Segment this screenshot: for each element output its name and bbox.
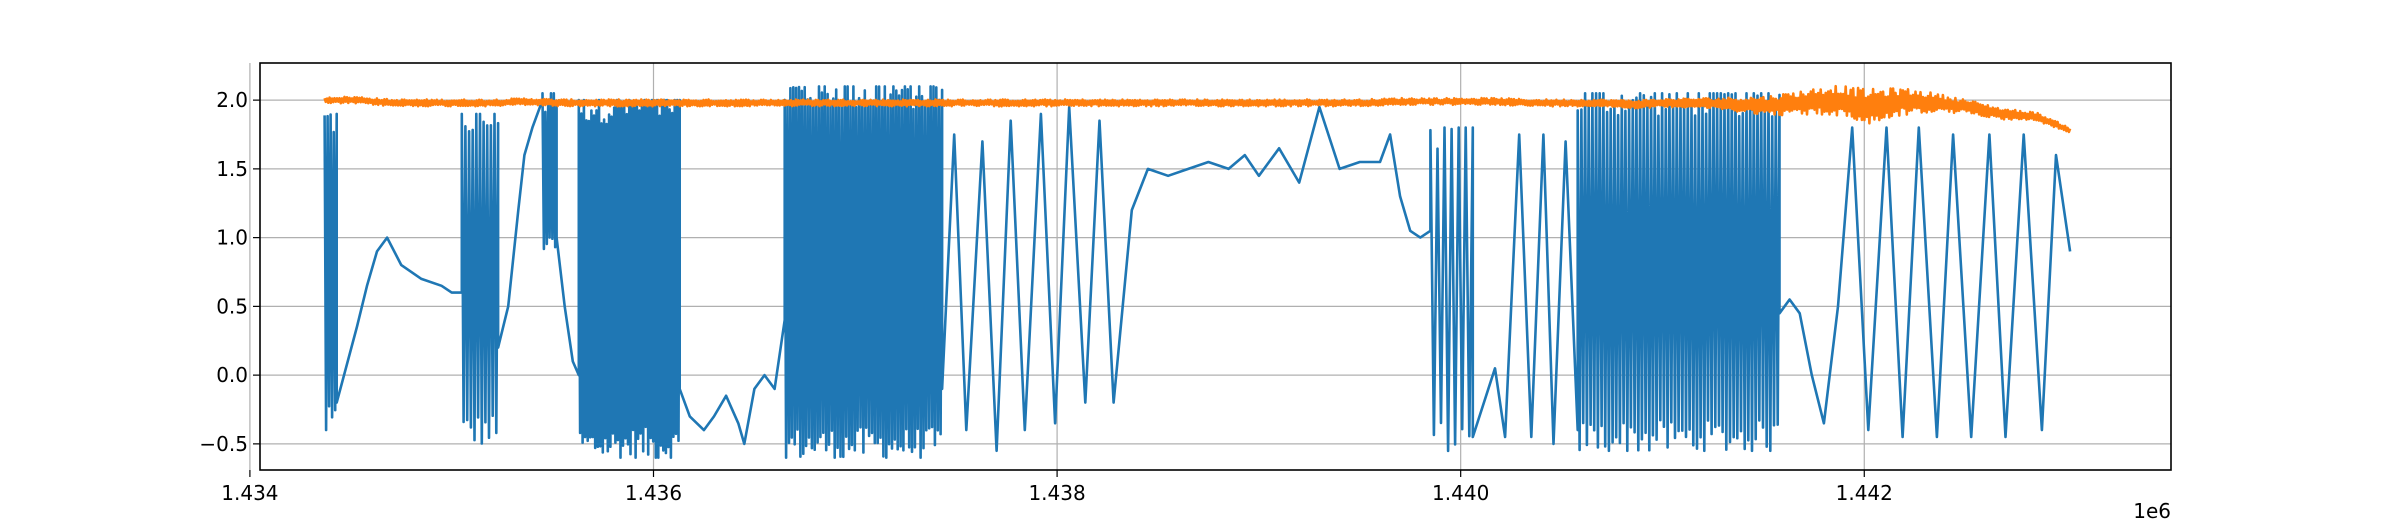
y-tick-label: 0.5: [216, 294, 248, 318]
x-tick-label: 1.438: [1028, 481, 1085, 505]
y-tick-label: 1.0: [216, 226, 248, 250]
y-tick-label: −0.5: [199, 432, 248, 456]
x-offset-label: 1e6: [2133, 499, 2171, 523]
plot-frame: [259, 62, 2172, 471]
x-tick-label: 1.442: [1836, 481, 1893, 505]
y-tick-label: 0.0: [216, 363, 248, 387]
series-layer: [323, 84, 2072, 459]
series-2-line: [323, 84, 2072, 134]
x-tick-label: 1.436: [625, 481, 682, 505]
x-tick-label: 1.434: [221, 481, 278, 505]
tick-marks: [249, 99, 1865, 477]
y-tick-label: 1.5: [216, 157, 248, 181]
x-tick-label: 1.440: [1432, 481, 1489, 505]
series-1-line: [323, 85, 2072, 459]
tick-labels: 1.434 1.436 1.438 1.440 1.442 −0.5 0.0 0.5 1.0 1.…: [199, 88, 1892, 505]
y-tick-label: 2.0: [216, 88, 248, 112]
